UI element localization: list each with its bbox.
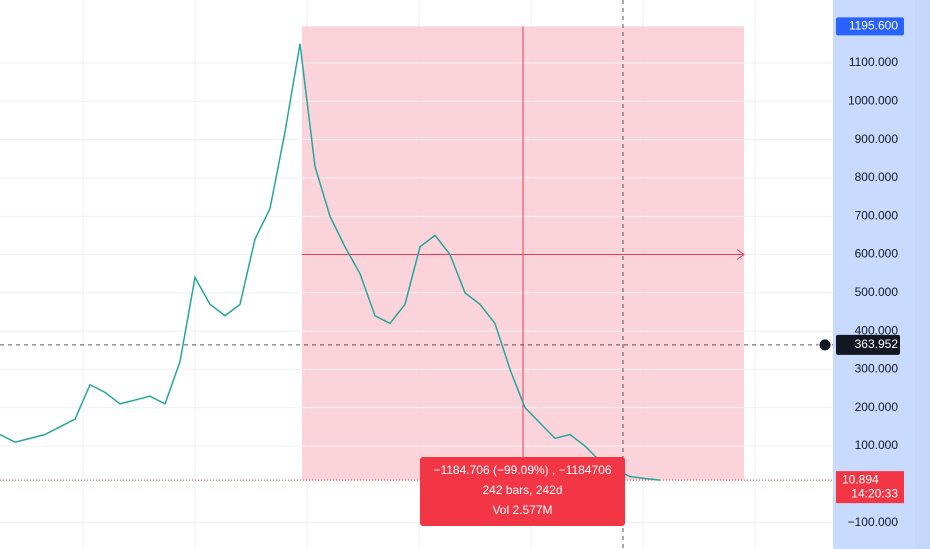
cursor-label-bg (836, 334, 900, 355)
cursor-plus (818, 338, 832, 352)
high-label: 1195.600 (849, 19, 898, 33)
measure-volume: Vol 2.577M (492, 503, 553, 517)
high-label-bg (836, 17, 904, 36)
price-tick-label: −100.000 (848, 515, 899, 529)
last-label-bg (836, 471, 904, 504)
measure-arrow (736, 249, 745, 260)
measure-change: −1184.706 (−99.09%) , −1184706 (433, 463, 612, 477)
price-tick-label: 600.000 (855, 247, 899, 261)
scroll-strip (915, 0, 930, 549)
price-line (0, 43, 661, 481)
measure-box: −1184.706 (−99.09%) , −1184706 242 bars,… (420, 457, 625, 526)
price-tick-label: 1100.000 (849, 55, 898, 69)
price-tick-label: 400.000 (855, 323, 899, 337)
price-tick-label: 300.000 (855, 362, 899, 376)
measure-bars: 242 bars, 242d (482, 483, 563, 497)
cursor-label: 363.952 (855, 337, 899, 351)
price-tick-label: 800.000 (855, 170, 899, 184)
countdown: 14:20:33 (851, 486, 898, 500)
price-tick-label: 900.000 (855, 132, 899, 146)
price-tick-label: 500.000 (855, 285, 899, 299)
last-label: 10.894 (842, 472, 879, 486)
price-tick-label: 200.000 (855, 400, 899, 414)
price-tick-label: 100.000 (855, 438, 899, 452)
price-tick-label: 700.000 (855, 208, 899, 222)
price-tick-label: 1000.000 (848, 93, 898, 107)
price-scale (833, 0, 915, 549)
